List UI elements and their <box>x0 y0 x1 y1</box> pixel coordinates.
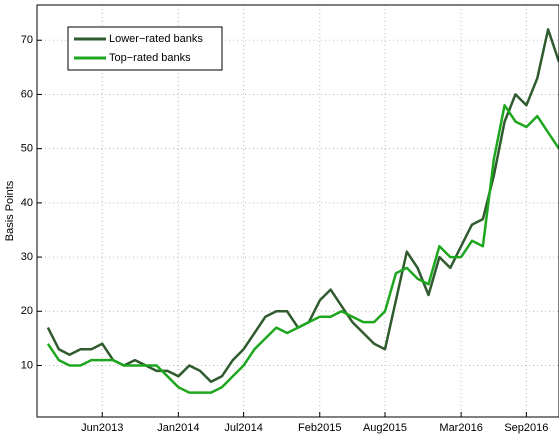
x-tick-label: Jan2014 <box>157 422 199 434</box>
series-line <box>46 104 559 394</box>
y-tick-label: 30 <box>21 251 33 263</box>
y-tick-label: 40 <box>21 197 33 209</box>
plot-frame <box>36 4 559 418</box>
y-tick-label: 10 <box>21 359 33 371</box>
x-tick-label: Jul2014 <box>224 422 263 434</box>
x-tick-label: Aug2015 <box>363 422 407 434</box>
legend-label: Top−rated banks <box>109 52 191 64</box>
legend-label: Lower−rated banks <box>109 33 203 45</box>
y-tick-label: 20 <box>21 305 33 317</box>
x-tick-label: Jun2013 <box>81 422 123 434</box>
plot-area <box>36 4 559 418</box>
x-tick-label: Mar2016 <box>439 422 482 434</box>
x-tick-label: Sep2016 <box>504 422 548 434</box>
x-tick-label: Feb2015 <box>298 422 341 434</box>
y-axis-label: Basis Points <box>4 180 16 241</box>
legend-box <box>67 26 223 71</box>
y-tick-label: 60 <box>21 88 33 100</box>
y-tick-label: 50 <box>21 143 33 155</box>
y-tick-label: 70 <box>21 34 33 46</box>
